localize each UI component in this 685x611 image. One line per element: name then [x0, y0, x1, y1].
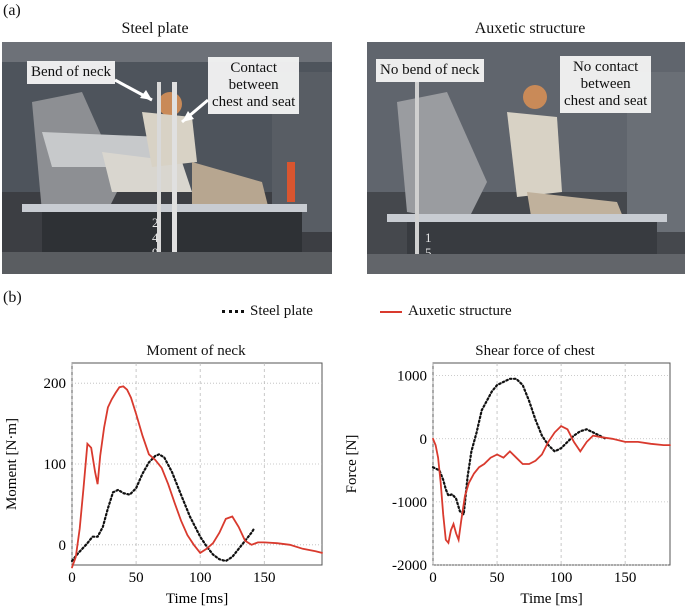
chart2-x-tick-label: 150: [614, 570, 637, 586]
chart1-auxetic-structure-line: [71, 385, 323, 569]
chart1-y-tick-label: 100: [44, 457, 67, 473]
chart2-x-axis-label: Time [ms]: [520, 591, 582, 607]
svg-text:5: 5: [425, 245, 432, 260]
svg-text:1: 1: [425, 230, 432, 245]
chart2-ticks: 0 50 100 150 -2000 -1000 0 1000: [392, 369, 636, 586]
moment-of-neck-chart: 0 50 100 150 0 100 200 Time [ms] Moment [N·m]: [4, 362, 323, 607]
panel-a-label: (a): [3, 2, 21, 19]
left-callout-contact: Contact between chest and seat: [208, 57, 300, 114]
legend-steel-label: Steel plate: [250, 303, 313, 319]
chart1-steel-plate-line: [70, 453, 256, 563]
right-photo-title: Auxetic structure: [474, 20, 586, 37]
chart2-x-tick-label: 100: [550, 570, 573, 586]
chart1-x-axis-label: Time [ms]: [166, 591, 228, 607]
chart2-x-tick-label: 0: [429, 570, 437, 586]
chart1-title: Moment of neck: [146, 343, 246, 359]
chart2-title: Shear force of chest: [475, 343, 595, 359]
chart1-plot-frame: [71, 362, 323, 566]
chart1-x-tick-label: 0: [68, 570, 76, 586]
svg-text:4: 4: [152, 230, 159, 245]
chart1-x-tick-label: 50: [129, 570, 144, 586]
chart2-steel-plate-line: [431, 377, 607, 517]
chart1-series: [70, 385, 323, 569]
right-callout-no-bend-of-neck: No bend of neck: [376, 59, 484, 82]
chart1-y-axis-label: Moment [N·m]: [4, 418, 20, 510]
legend-steel-swatch: [222, 310, 244, 313]
chart1-ticks: 0 50 100 150 0 100 200: [44, 376, 276, 586]
shear-force-of-chest-chart: 0 50 100 150 -2000 -1000 0 1000 Time [ms] Force…: [344, 362, 671, 607]
legend-auxetic-label: Auxetic structure: [408, 303, 512, 319]
chart1-grid: [71, 363, 322, 565]
chart1-x-tick-label: 150: [253, 570, 276, 586]
chart1-x-tick-label: 100: [189, 570, 212, 586]
chart2-y-tick-label: -2000: [392, 558, 427, 574]
legend-steel-plate: Steel plate: [222, 303, 313, 320]
chart2-x-tick-label: 50: [490, 570, 505, 586]
chart2-auxetic-structure-line: [432, 425, 671, 545]
legend-auxetic-structure: Auxetic structure: [380, 303, 512, 320]
svg-text:2: 2: [152, 215, 159, 230]
chart2-y-tick-label: 0: [420, 432, 428, 448]
chart2-y-tick-label: -1000: [392, 495, 427, 511]
legend-auxetic-swatch: [380, 310, 402, 313]
chart2-y-axis-label: Force [N]: [344, 435, 360, 494]
chart2-y-tick-label: 1000: [397, 369, 427, 385]
chart2-plot-frame: [432, 362, 671, 566]
chart2-grid: [432, 363, 670, 566]
panel-b-label: (b): [3, 289, 22, 306]
chart1-y-tick-label: 200: [44, 376, 67, 392]
left-photo-title: Steel plate: [121, 20, 189, 37]
left-callout-bend-of-neck: Bend of neck: [27, 61, 115, 84]
right-callout-no-contact: No contact between chest and seat: [560, 56, 652, 113]
chart1-y-tick-label: 0: [59, 538, 67, 554]
chart2-series: [431, 377, 671, 545]
